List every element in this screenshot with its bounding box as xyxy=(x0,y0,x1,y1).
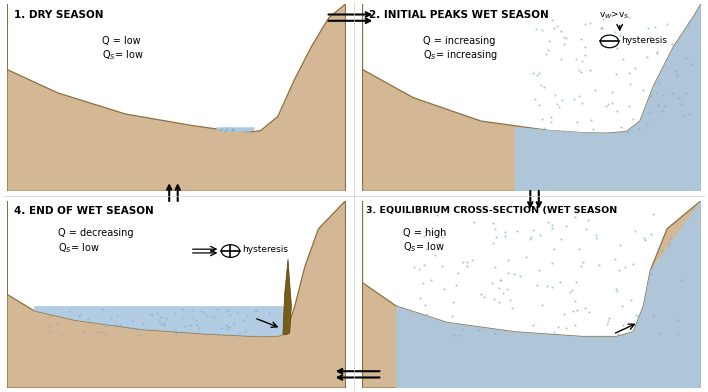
Text: 3. EQUILIBRIUM CROSS-SECTION (WET SEASON: 3. EQUILIBRIUM CROSS-SECTION (WET SEASON xyxy=(366,206,617,215)
Text: Q = decreasing: Q = decreasing xyxy=(58,228,133,238)
Text: 1. DRY SEASON: 1. DRY SEASON xyxy=(14,9,103,20)
Polygon shape xyxy=(7,4,346,191)
Text: 2. INITIAL PEAKS WET SEASON: 2. INITIAL PEAKS WET SEASON xyxy=(370,9,549,20)
Circle shape xyxy=(222,245,239,258)
Text: Q$_S$= low: Q$_S$= low xyxy=(58,241,100,255)
Polygon shape xyxy=(515,4,701,191)
Text: hysteresis: hysteresis xyxy=(622,36,668,45)
Text: 4. END OF WET SEASON: 4. END OF WET SEASON xyxy=(14,206,154,216)
Text: Q$_S$= increasing: Q$_S$= increasing xyxy=(423,48,498,62)
Text: Q$_S$= low: Q$_S$= low xyxy=(403,240,445,254)
Circle shape xyxy=(600,35,619,48)
Polygon shape xyxy=(34,306,285,337)
Text: Q = increasing: Q = increasing xyxy=(423,36,496,46)
Text: Q = low: Q = low xyxy=(102,36,140,46)
Polygon shape xyxy=(217,128,254,132)
Text: hysteresis: hysteresis xyxy=(242,245,288,254)
Text: v$_W$>v$_S$: v$_W$>v$_S$ xyxy=(600,10,630,22)
Text: Q$_S$= low: Q$_S$= low xyxy=(102,48,144,62)
Polygon shape xyxy=(283,259,292,335)
Polygon shape xyxy=(396,201,701,388)
Polygon shape xyxy=(7,201,346,388)
Polygon shape xyxy=(362,4,701,191)
Text: Q = high: Q = high xyxy=(403,228,447,238)
Polygon shape xyxy=(362,201,701,388)
